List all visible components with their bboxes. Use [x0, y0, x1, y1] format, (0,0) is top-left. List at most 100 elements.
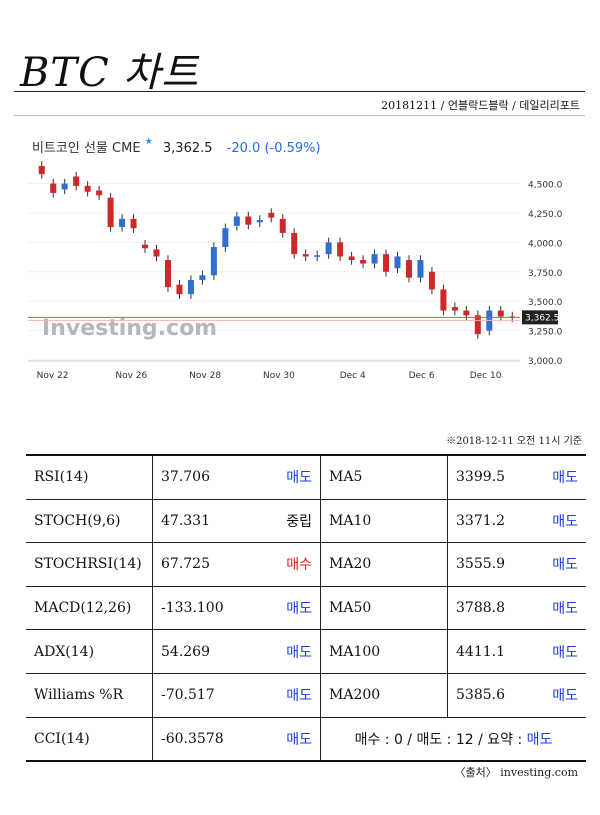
x-tick-label: Nov 30: [263, 371, 295, 381]
indicator-signal: 중립: [264, 499, 321, 544]
candle-body: [474, 315, 481, 335]
candle-body: [383, 254, 390, 272]
chart-quote: 비트코인 선물 CME ★ 3,362.5 -20.0 (-0.59%): [32, 137, 321, 156]
ma-signal: 매도: [534, 629, 586, 674]
last-price-tag: [522, 310, 558, 325]
candle-body: [245, 216, 252, 225]
ma-value: 3399.5: [447, 453, 534, 500]
candle-body: [222, 228, 229, 248]
candle-body: [164, 260, 171, 288]
candle-body: [279, 218, 286, 233]
ma-name: MA20: [320, 542, 448, 587]
indicator-name: STOCH(9,6): [26, 499, 153, 544]
indicator-name: STOCHRSI(14): [26, 542, 153, 587]
indicator-value: 37.706: [152, 453, 264, 500]
candle-body: [153, 249, 160, 257]
ma-value: 4411.1: [447, 629, 534, 674]
candle-body: [394, 256, 401, 269]
candle-body: [96, 190, 103, 196]
candle-body: [199, 275, 206, 280]
ma-signal: 매도: [534, 586, 586, 631]
candle-body: [210, 247, 217, 276]
candle-body: [451, 307, 458, 311]
indicator-table: RSI(14) 37.706 매도 MA5 3399.5 매도 STOCH(9,6) 47.3…: [26, 453, 586, 763]
candlestick-chart: 4,500.0 4,250.0 4,000.0 3,750.0 3,500.0 3,250…: [28, 161, 563, 381]
indicator-value: 47.331: [152, 499, 264, 544]
candle-body: [187, 280, 194, 295]
candle-body: [176, 284, 183, 295]
indicator-signal: 매수: [264, 542, 321, 587]
indicator-signal: 매도: [264, 586, 321, 631]
x-tick-label: Nov 26: [115, 371, 147, 381]
ma-signal: 매도: [534, 542, 586, 587]
candle-body: [73, 176, 80, 186]
page-title: BTC 차트: [20, 50, 199, 96]
x-tick-label: Dec 6: [409, 371, 435, 381]
candle-body: [348, 256, 355, 260]
as-of-note: ※2018-12-11 오전 11시 기준: [446, 436, 582, 447]
indicator-value: 54.269: [152, 629, 264, 674]
indicator-name: MACD(12,26): [26, 586, 153, 631]
candle-body: [440, 289, 447, 311]
candle-body: [256, 220, 263, 223]
x-tick-label: Dec 10: [470, 371, 502, 381]
last-price-label: 3,362.5: [525, 313, 559, 323]
indicator-row: RSI(14) 37.706 매도 MA5 3399.5 매도: [26, 453, 586, 500]
ma-value: 3555.9: [447, 542, 534, 587]
ma-signal: 매도: [534, 499, 586, 544]
candle-body: [314, 255, 321, 257]
candle-body: [84, 185, 91, 192]
indicator-row: CCI(14) -60.3578 매도 매수 : 0 / 매도 : 12 / 요약 :…: [26, 717, 586, 763]
candle-body: [130, 218, 137, 229]
x-tick-label: Dec 4: [340, 371, 366, 381]
y-tick-label: 3,000.0: [528, 357, 563, 367]
candle-body: [107, 197, 114, 228]
indicator-value: -133.100: [152, 586, 264, 631]
y-tick-label: 4,000.0: [528, 239, 563, 249]
title-divider: [14, 91, 585, 92]
ma-value: 3788.8: [447, 586, 534, 631]
watermark-logo: Investing.com: [42, 316, 217, 341]
indicator-name: RSI(14): [26, 453, 153, 500]
indicator-signal: 매도: [264, 453, 321, 500]
indicator-row: ADX(14) 54.269 매도 MA100 4411.1 매도: [26, 629, 586, 674]
candle-body: [119, 218, 126, 228]
indicator-signal: 매도: [264, 717, 321, 763]
indicator-row: STOCHRSI(14) 67.725 매수 MA20 3555.9 매도: [26, 542, 586, 587]
indicator-signal: 매도: [264, 673, 321, 718]
realtime-star-icon: ★: [144, 137, 153, 147]
candle-body: [302, 254, 309, 257]
indicator-row: MACD(12,26) -133.100 매도 MA50 3788.8 매도: [26, 586, 586, 631]
ma-value: 5385.6: [447, 673, 534, 718]
ma-name: MA50: [320, 586, 448, 631]
x-tick-label: Nov 28: [189, 371, 221, 381]
y-tick-label: 3,500.0: [528, 298, 563, 308]
ma-name: MA5: [320, 453, 448, 500]
instrument-price: 3,362.5: [162, 141, 213, 156]
indicator-value: -70.517: [152, 673, 264, 718]
summary-result: 매도: [526, 731, 553, 748]
indicator-name: CCI(14): [26, 717, 153, 763]
ma-name: MA100: [320, 629, 448, 674]
ma-signal: 매도: [534, 673, 586, 718]
x-tick-label: Nov 22: [37, 371, 69, 381]
instrument-name: 비트코인 선물 CME: [32, 141, 141, 156]
indicator-value: -60.3578: [152, 717, 264, 763]
y-tick-label: 3,250.0: [528, 328, 563, 338]
source-note: 〈출처〉 investing.com: [454, 766, 578, 779]
candle-body: [325, 242, 332, 255]
candle-body: [360, 260, 367, 264]
candle-body: [405, 260, 412, 278]
ma-signal: 매도: [534, 453, 586, 500]
candle-body: [463, 310, 470, 316]
indicator-row: STOCH(9,6) 47.331 중립 MA10 3371.2 매도: [26, 499, 586, 544]
candle-body: [371, 254, 378, 264]
ma-name: MA10: [320, 499, 448, 544]
instrument-change: -20.0 (-0.59%): [226, 141, 321, 156]
candle-body: [61, 183, 68, 190]
candle-body: [497, 310, 504, 317]
report-meta: 20181211 / 언블락드블락 / 데일리리포트: [381, 99, 580, 112]
candle-body: [142, 244, 149, 249]
candle-body: [233, 216, 240, 226]
price-chart: 비트코인 선물 CME ★ 3,362.5 -20.0 (-0.59%) 4,5…: [20, 125, 575, 395]
